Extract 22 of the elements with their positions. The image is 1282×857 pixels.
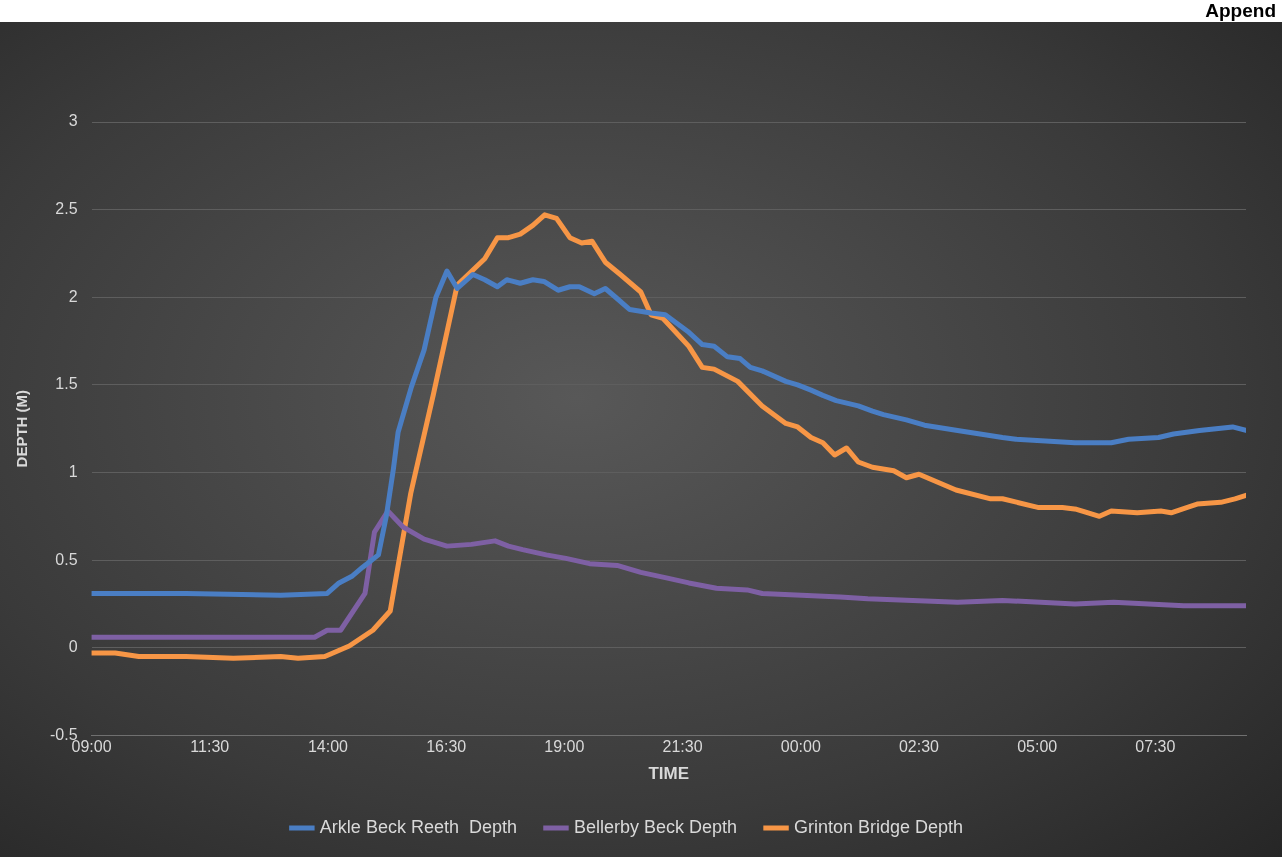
y-axis-title: DEPTH (M) — [13, 389, 31, 468]
x-tick-label: 05:00 — [1017, 738, 1058, 756]
y-tick-label: 2.5 — [55, 200, 78, 218]
y-tick-label: 0 — [68, 638, 78, 656]
x-tick-label: 00:00 — [780, 738, 821, 756]
x-tick-label: 16:30 — [426, 738, 467, 756]
x-tick-label: 11:30 — [190, 738, 230, 756]
legend-label: Arkle Beck Reeth Depth — [319, 816, 517, 837]
legend-label: Bellerby Beck Depth — [573, 816, 738, 837]
legend-label: Grinton Bridge Depth — [794, 816, 964, 837]
x-tick-label: 14:00 — [307, 738, 349, 756]
x-tick-label: 19:00 — [544, 738, 585, 756]
text: Append — [1205, 0, 1276, 21]
x-tick-label: 02:30 — [898, 738, 940, 756]
x-tick-label: 07:30 — [1135, 738, 1176, 756]
y-tick-label: 3 — [68, 112, 78, 130]
y-tick-label: 2 — [68, 287, 78, 305]
x-axis-title: TIME — [648, 764, 690, 784]
x-tick-label: 21:30 — [662, 738, 703, 756]
y-tick-label: 1 — [68, 462, 78, 480]
y-tick-label: 0.5 — [55, 550, 78, 568]
y-tick-label: 1.5 — [55, 375, 78, 393]
